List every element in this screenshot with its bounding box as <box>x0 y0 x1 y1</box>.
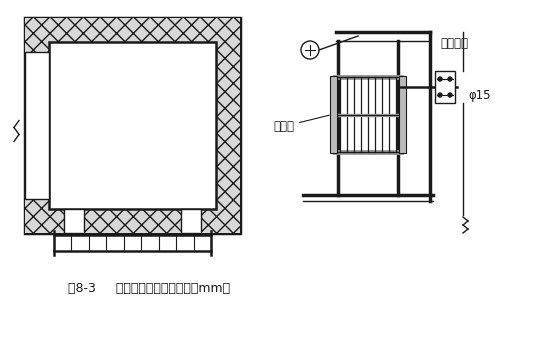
Text: 图8-3     电梯井口防护门（单位：mm）: 图8-3 电梯井口防护门（单位：mm） <box>68 282 230 295</box>
Bar <box>435 71 455 103</box>
Text: φ15: φ15 <box>468 89 491 101</box>
Circle shape <box>448 77 452 81</box>
Bar <box>399 76 406 153</box>
Bar <box>25 52 49 199</box>
Circle shape <box>438 77 442 81</box>
Circle shape <box>301 41 319 59</box>
Bar <box>330 76 337 153</box>
Bar <box>25 18 240 233</box>
Circle shape <box>438 93 442 97</box>
Text: 膨胀螺栓: 膨胀螺栓 <box>440 37 468 50</box>
Bar <box>64 209 84 233</box>
Text: 铰接门: 铰接门 <box>273 115 330 133</box>
Bar <box>49 42 216 209</box>
Bar <box>25 18 240 233</box>
Circle shape <box>448 93 452 97</box>
Bar <box>181 209 201 233</box>
